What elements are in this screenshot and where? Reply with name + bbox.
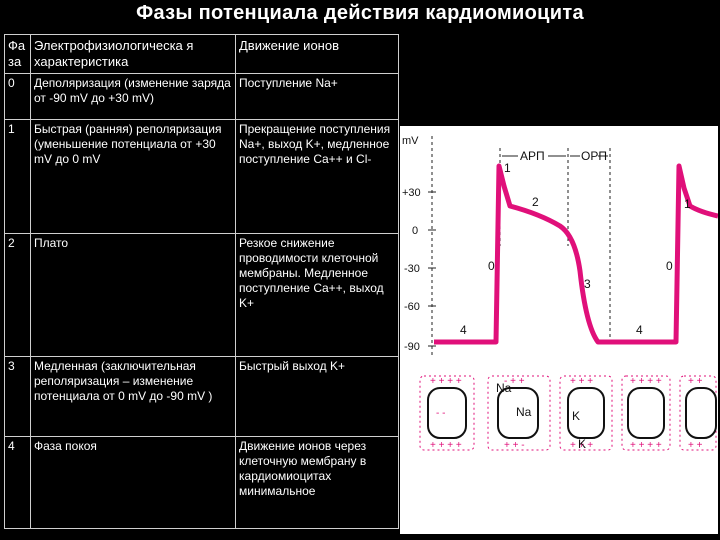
row-phase: 4 xyxy=(4,436,31,529)
row-phase: 3 xyxy=(4,356,31,437)
phases-table: Фа за Электрофизиологическа я характерис… xyxy=(4,34,399,529)
table-row: 3 Медленная (заключительная реполяризаци… xyxy=(4,356,399,437)
row-ions: Быстрый выход K+ xyxy=(235,356,399,437)
cell-diagrams xyxy=(419,375,717,451)
svg-text:+ +: + + xyxy=(688,440,703,451)
refractory-markers xyxy=(499,148,611,346)
svg-text:+ + +: + + + xyxy=(570,440,593,451)
header-phase: Фа за xyxy=(4,34,31,74)
row-phase: 1 xyxy=(4,119,31,234)
ion-label: Na xyxy=(496,381,512,395)
phase-label: 0 xyxy=(488,259,495,273)
svg-text:+ + +: + + + xyxy=(570,376,593,387)
y-tick-label: +30 xyxy=(402,187,421,199)
svg-text:+ + + +: + + + + xyxy=(630,376,662,387)
table-row: 0 Деполяризация (изменение заряда от -90… xyxy=(4,73,399,120)
orp-label: ОРП xyxy=(581,149,607,163)
header-ions: Движение ионов xyxy=(235,34,399,74)
arp-label: АРП xyxy=(520,149,545,163)
header-characteristic: Электрофизиологическа я характеристика xyxy=(30,34,236,74)
svg-text:- + +: - + + xyxy=(504,376,525,387)
y-tick-label: -60 xyxy=(404,301,420,313)
phase-label: 3 xyxy=(584,277,591,291)
svg-text:+ + + +: + + + + xyxy=(630,440,662,451)
row-ions: Резкое снижение проводимости клеточной м… xyxy=(235,233,399,357)
svg-text:+ + + +: + + + + xyxy=(430,376,462,387)
action-potential-svg: mV +30 0 -30 -60 -90 АРП ОРП 1 2 0 xyxy=(402,135,718,451)
row-characteristic: Плато xyxy=(30,233,236,357)
row-ions: Поступление Na+ xyxy=(235,73,399,120)
phase-label: 0 xyxy=(666,259,673,273)
svg-text:+ + -: + + - xyxy=(504,440,525,451)
row-ions: Движение ионов через клеточную мембрану … xyxy=(235,436,399,529)
y-ticks: +30 0 -30 -60 -90 xyxy=(402,187,436,353)
phase-label: 1 xyxy=(684,197,691,211)
charge-signs: + + + + + + + + - - - + + + + - + + + + + +… xyxy=(430,376,703,451)
phase-label: 4 xyxy=(636,323,643,337)
y-tick-label: -30 xyxy=(404,263,420,275)
row-characteristic: Быстрая (ранняя) реполяризация (уменьшен… xyxy=(30,119,236,234)
svg-text:- -: - - xyxy=(436,408,445,419)
row-ions: Прекращение поступления Na+, выход K+, м… xyxy=(235,119,399,234)
row-phase: 0 xyxy=(4,73,31,120)
y-tick-label: 0 xyxy=(412,225,418,237)
table-row: 2 Плато Резкое снижение проводимости кле… xyxy=(4,233,399,357)
table-row: 4 Фаза покоя Движение ионов через клеточ… xyxy=(4,436,399,529)
svg-text:+ +: + + xyxy=(688,376,703,387)
y-unit-label: mV xyxy=(402,135,419,147)
svg-text:+ + + +: + + + + xyxy=(430,440,462,451)
row-characteristic: Деполяризация (изменение заряда от -90 m… xyxy=(30,73,236,120)
ion-label: Na xyxy=(516,405,532,419)
row-characteristic: Медленная (заключительная реполяризация … xyxy=(30,356,236,437)
ion-label: K xyxy=(578,437,586,451)
phase-label: 1 xyxy=(504,161,511,175)
table-row: 1 Быстрая (ранняя) реполяризация (уменьш… xyxy=(4,119,399,234)
y-tick-label: -90 xyxy=(404,341,420,353)
phase-label: 4 xyxy=(460,323,467,337)
action-potential-curve xyxy=(434,163,718,345)
table-header-row: Фа за Электрофизиологическа я характерис… xyxy=(4,34,399,74)
row-characteristic: Фаза покоя xyxy=(30,436,236,529)
phase-label: 2 xyxy=(532,195,539,209)
action-potential-figure: mV +30 0 -30 -60 -90 АРП ОРП 1 2 0 xyxy=(400,126,718,534)
row-phase: 2 xyxy=(4,233,31,357)
page-title: Фазы потенциала действия кардиомиоцита xyxy=(136,2,584,24)
ion-label: K xyxy=(572,409,580,423)
